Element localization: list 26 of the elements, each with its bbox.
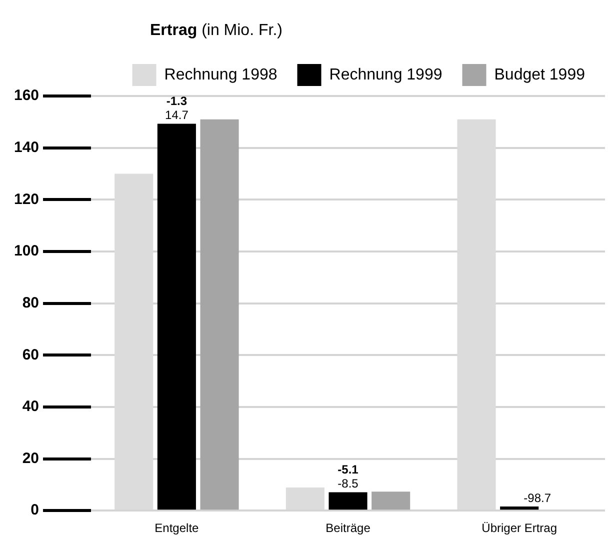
x-tick-label: Entgelte <box>154 521 200 536</box>
y-tick-label: 120 <box>14 190 40 208</box>
bar <box>157 124 196 510</box>
annotation: -8.5 <box>338 476 359 491</box>
bar <box>372 492 410 510</box>
y-tick-label: 40 <box>22 398 40 416</box>
annotation: 14.7 <box>165 108 189 122</box>
y-tick-label: 140 <box>14 138 40 156</box>
annotation: -5.1 <box>338 462 359 477</box>
chart-title: Ertrag (in Mio. Fr.) <box>150 22 282 40</box>
legend-label: Budget 1999 <box>494 66 586 84</box>
y-tick-label: 100 <box>14 242 40 260</box>
annotation: -98.7 <box>524 490 552 505</box>
bar <box>500 506 539 510</box>
y-tick-label: 160 <box>14 87 40 104</box>
bar <box>200 119 239 510</box>
y-tick-label: 0 <box>30 502 40 519</box>
x-tick-label: Übriger Ertrag <box>482 521 558 536</box>
bar <box>328 492 368 510</box>
y-tick-label: 20 <box>22 450 40 467</box>
annotation: -1.3 <box>166 94 188 108</box>
y-tick-label: 60 <box>22 346 40 364</box>
x-tick-label: Beiträge <box>326 521 371 536</box>
legend-label: Rechnung 1999 <box>329 66 442 84</box>
legend-label: Rechnung 1998 <box>164 66 278 84</box>
y-tick-label: 80 <box>22 294 40 312</box>
